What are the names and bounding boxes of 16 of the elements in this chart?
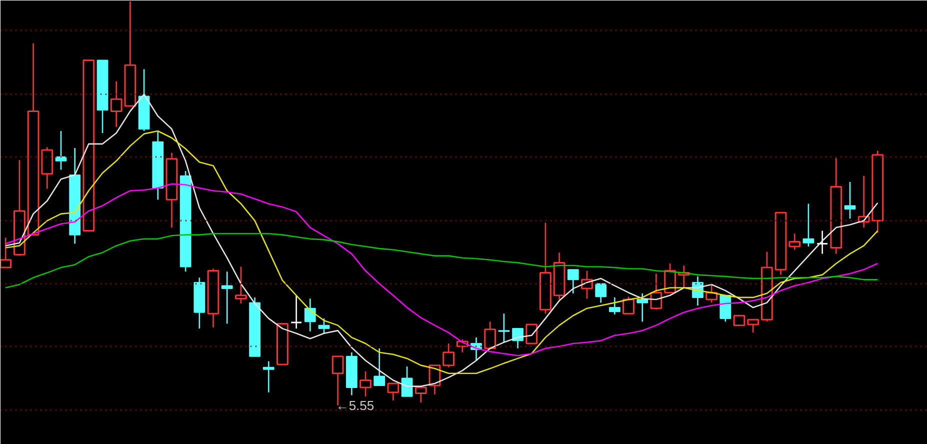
annotation: ←5.55 [336,398,374,413]
candlestick [290,294,302,330]
candlestick [498,312,510,343]
candlestick [110,80,122,128]
candlestick [221,270,233,324]
candlestick [816,230,828,254]
candlestick [152,131,164,200]
candlestick [553,252,566,300]
candlestick [830,157,842,254]
candlestick [304,298,316,332]
candlestick [844,181,856,220]
candlestick [346,352,358,396]
candlestick [69,147,81,244]
candlestick [678,264,690,288]
candlestick [608,296,620,316]
candlestick [262,360,274,394]
